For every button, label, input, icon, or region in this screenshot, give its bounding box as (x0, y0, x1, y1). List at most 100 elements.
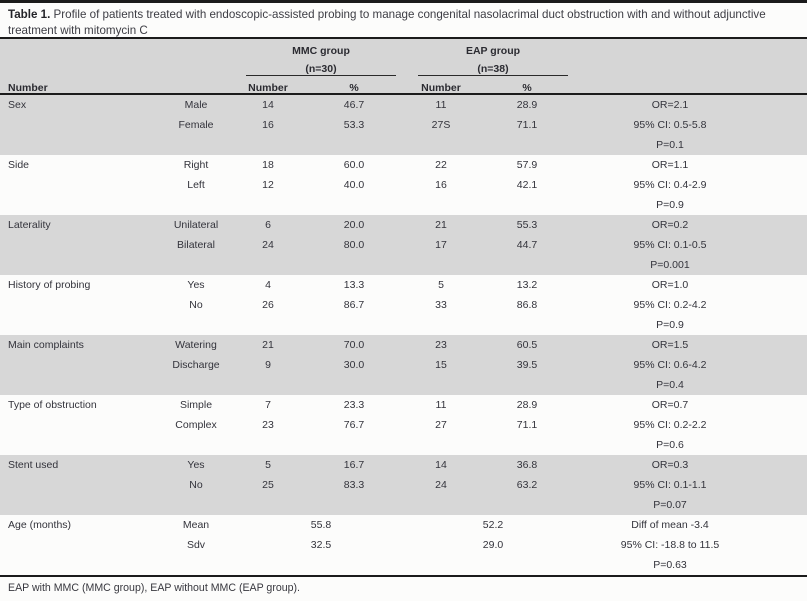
cell-eap-number: 17 (435, 239, 447, 251)
table-row: Laterality Unilateral 6 20.0 21 55.3 OR=0.2 (0, 215, 807, 235)
table-row: P=0.63 (0, 555, 807, 575)
cell-mmc-pct: 20.0 (343, 219, 365, 231)
cell-statistic: OR=1.0 (651, 279, 689, 291)
cell-eap-pct: 42.1 (516, 179, 538, 191)
header-n-row: (n=30) (n=38) (0, 60, 807, 79)
cell-eap-pct: 71.1 (516, 419, 538, 431)
table-row: P=0.07 (0, 495, 807, 515)
cell-mmc-pct: 23.3 (343, 399, 365, 411)
row-group: Side Right 18 60.0 22 57.9 OR=1.1 Left 12 40.0 16 4… (0, 155, 807, 215)
cell-eap-number: 24 (435, 479, 447, 491)
cell-mmc-pct: 46.7 (343, 99, 365, 111)
header-subcol-row: Number Number % Number % (0, 79, 807, 98)
cell-category: Side (8, 159, 30, 171)
cell-mmc-pct: 40.0 (343, 179, 365, 191)
cell-mmc-pct: 30.0 (343, 359, 365, 371)
cell-eap-number: 16 (435, 179, 447, 191)
cell-eap-number: 14 (435, 459, 447, 471)
cell-mmc-number: 26 (262, 299, 274, 311)
cell-eap-number: 27S (431, 119, 451, 131)
cell-subcategory: Sdv (186, 539, 206, 551)
table-header: MMC group EAP group (n=30) (n=38) Number… (0, 39, 807, 94)
table-row: Female 16 53.3 27S 71.1 95% CI: 0.5-5.8 (0, 115, 807, 135)
cell-mmc-pct: 80.0 (343, 239, 365, 251)
cell-category: History of probing (8, 279, 91, 291)
cell-mmc-number: 23 (262, 419, 274, 431)
cell-mmc-value: 55.8 (310, 519, 332, 531)
row-group: Stent used Yes 5 16.7 14 36.8 OR=0.3 No 25 83.3 24… (0, 455, 807, 515)
cell-eap-number: 15 (435, 359, 447, 371)
table-caption-text: Profile of patients treated with endosco… (8, 8, 766, 37)
cell-mmc-number: 9 (265, 359, 271, 371)
cell-eap-number: 33 (435, 299, 447, 311)
header-subcol-eap-number: Number (421, 81, 461, 94)
table-row: No 26 86.7 33 86.8 95% CI: 0.2-4.2 (0, 295, 807, 315)
cell-mmc-pct: 83.3 (343, 479, 365, 491)
cell-mmc-pct: 70.0 (343, 339, 365, 351)
table-row: Age (months) Mean 55.8 52.2 Diff of mean -3.… (0, 515, 807, 535)
header-rule (0, 93, 807, 95)
cell-eap-value: 52.2 (482, 519, 504, 531)
cell-eap-pct: 28.9 (516, 399, 538, 411)
cell-mmc-number: 24 (262, 239, 274, 251)
cell-category: Stent used (8, 459, 59, 471)
cell-statistic: P=0.9 (656, 199, 684, 211)
header-subcol-mmc-number: Number (248, 81, 288, 94)
table-row: Sex Male 14 46.7 11 28.9 OR=2.1 (0, 95, 807, 115)
cell-mmc-pct: 53.3 (343, 119, 365, 131)
cell-mmc-number: 16 (262, 119, 274, 131)
cell-statistic: 95% CI: 0.2-4.2 (633, 299, 707, 311)
cell-statistic: OR=0.2 (651, 219, 689, 231)
cell-eap-pct: 13.2 (516, 279, 538, 291)
table-footnote: EAP with MMC (MMC group), EAP without MM… (8, 582, 301, 594)
header-n-mmc: (n=30) (246, 63, 396, 76)
table-row: History of probing Yes 4 13.3 5 13.2 OR=1.0 (0, 275, 807, 295)
table-row: No 25 83.3 24 63.2 95% CI: 0.1-1.1 (0, 475, 807, 495)
row-group: Age (months) Mean 55.8 52.2 Diff of mean -3.… (0, 515, 807, 575)
cell-eap-value: 29.0 (482, 539, 504, 551)
table-row: P=0.1 (0, 135, 807, 155)
row-group: Laterality Unilateral 6 20.0 21 55.3 OR=0.2 Bil… (0, 215, 807, 275)
cell-statistic: OR=0.3 (651, 459, 689, 471)
cell-mmc-number: 5 (265, 459, 271, 471)
header-n-eap-wrap: (n=38) (407, 63, 579, 76)
cell-subcategory: Discharge (172, 359, 220, 371)
cell-statistic: 95% CI: 0.5-5.8 (633, 119, 707, 131)
cell-subcategory: Male (184, 99, 208, 111)
table-row: P=0.9 (0, 315, 807, 335)
cell-subcategory: Female (178, 119, 214, 131)
cell-subcategory: No (189, 479, 203, 491)
cell-mmc-pct: 16.7 (343, 459, 365, 471)
cell-subcategory: Unilateral (173, 219, 219, 231)
caption-rule (0, 37, 807, 39)
header-group-mmc: MMC group (292, 45, 350, 57)
cell-subcategory: Mean (182, 519, 210, 531)
cell-statistic: OR=1.1 (651, 159, 689, 171)
cell-eap-number: 22 (435, 159, 447, 171)
header-subcol-mmc-pct: % (349, 81, 359, 94)
cell-eap-pct: 86.8 (516, 299, 538, 311)
cell-mmc-number: 18 (262, 159, 274, 171)
table-row: Sdv 32.5 29.0 95% CI: -18.8 to 11.5 (0, 535, 807, 555)
cell-subcategory: No (189, 299, 203, 311)
header-n-eap: (n=38) (418, 63, 568, 76)
cell-mmc-pct: 60.0 (343, 159, 365, 171)
cell-subcategory: Bilateral (177, 239, 215, 251)
row-group: Main complaints Watering 21 70.0 23 60.5 OR=1.… (0, 335, 807, 395)
cell-category: Age (months) (8, 519, 72, 531)
cell-statistic: 95% CI: 0.1-1.1 (633, 479, 707, 491)
table-row: Discharge 9 30.0 15 39.5 95% CI: 0.6-4.2 (0, 355, 807, 375)
cell-mmc-number: 21 (262, 339, 274, 351)
header-group-row: MMC group EAP group (0, 39, 807, 60)
cell-statistic: OR=2.1 (651, 99, 689, 111)
cell-eap-pct: 71.1 (516, 119, 538, 131)
cell-statistic: 95% CI: -18.8 to 11.5 (620, 539, 720, 551)
cell-statistic: 95% CI: 0.6-4.2 (633, 359, 707, 371)
cell-statistic: P=0.9 (656, 319, 684, 331)
top-rule (0, 0, 807, 3)
cell-statistic: Diff of mean -3.4 (631, 519, 709, 531)
cell-mmc-pct: 13.3 (343, 279, 365, 291)
table-row: Side Right 18 60.0 22 57.9 OR=1.1 (0, 155, 807, 175)
cell-statistic: OR=1.5 (651, 339, 689, 351)
